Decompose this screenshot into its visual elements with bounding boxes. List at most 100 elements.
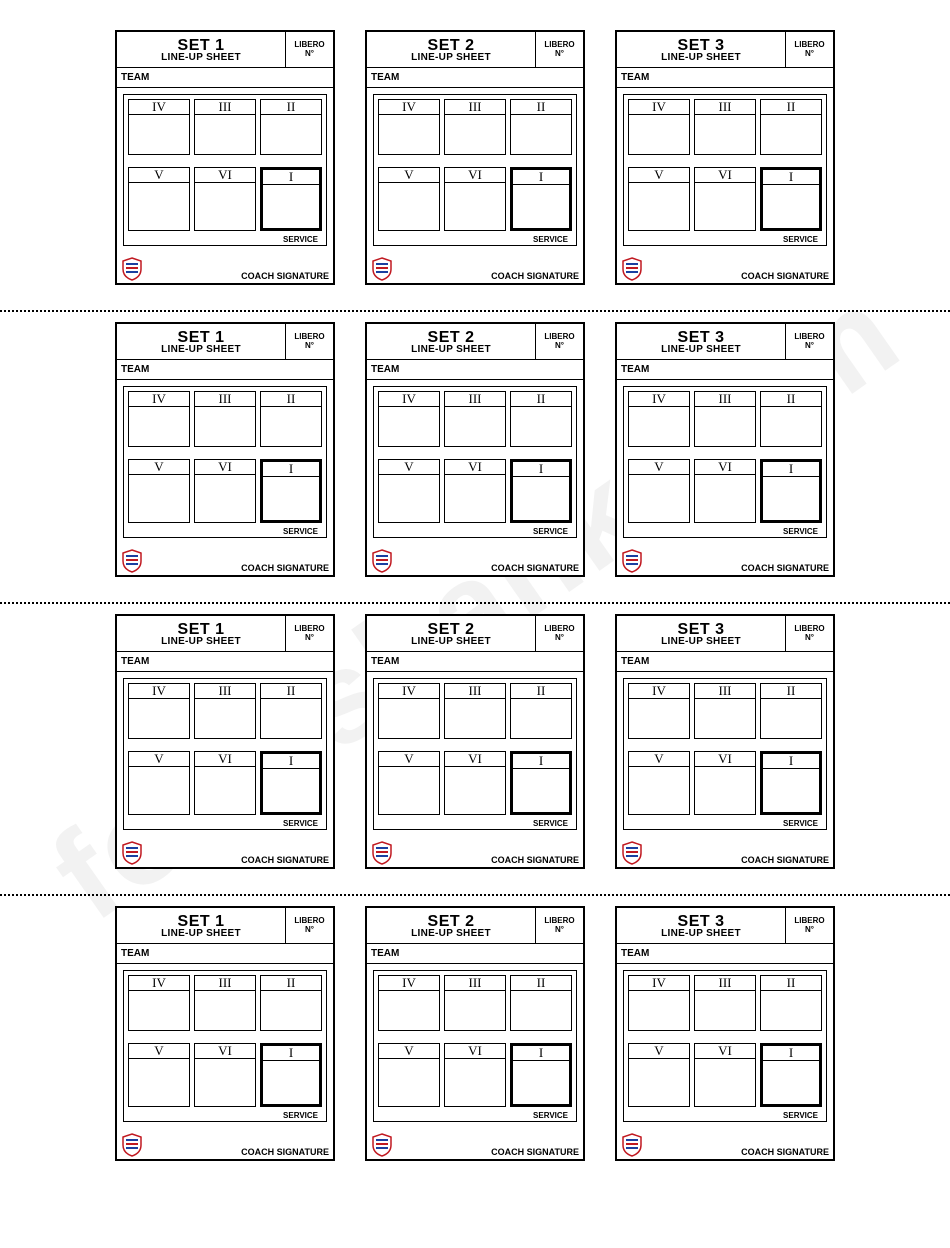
position-cell-ii: II <box>760 99 822 155</box>
libero-no-label: N° <box>805 634 814 643</box>
position-label: III <box>695 684 755 699</box>
aau-logo-icon <box>621 257 643 281</box>
position-label: IV <box>129 392 189 407</box>
position-label: V <box>379 460 439 475</box>
position-cell-ii: II <box>760 683 822 739</box>
title-block: SET 2LINE-UP SHEET <box>367 908 535 943</box>
position-cell-iv: IV <box>128 683 190 739</box>
position-label: II <box>261 684 321 699</box>
position-cell-iii: III <box>444 99 506 155</box>
lineup-card: SET 2 LINE-UP SHEET LIBERO N° TEAM IV II… <box>365 30 585 285</box>
title-block: SET 1LINE-UP SHEET <box>117 908 285 943</box>
position-cell-iv: IV <box>628 391 690 447</box>
team-row: TEAM <box>617 68 833 88</box>
position-cell-i-service: I <box>510 459 572 523</box>
position-label: V <box>129 460 189 475</box>
lineup-card: SET 1LINE-UP SHEETLIBERON° TEAM I VI IIIIV… <box>115 906 335 1161</box>
team-label: TEAM <box>121 948 149 959</box>
coach-signature-label: COACH SIGNATURE <box>741 563 829 573</box>
libero-no-label: N° <box>555 342 564 351</box>
position-cell-i-service: I <box>260 459 322 523</box>
card-footer: COACH SIGNATURE <box>617 255 833 283</box>
team-row: TEAM <box>367 360 583 380</box>
card-header: SET 3LINE-UP SHEETLIBERON° <box>617 908 833 944</box>
position-cell-ii: II <box>510 99 572 155</box>
libero-no-label: N° <box>805 342 814 351</box>
position-cell-iii: III <box>444 391 506 447</box>
position-label: IV <box>629 684 689 699</box>
position-label: IV <box>379 684 439 699</box>
aau-logo-icon <box>621 841 643 865</box>
position-cell-v: V <box>378 751 440 815</box>
position-cell-iv: IV <box>378 683 440 739</box>
position-cell-vi: VI <box>694 751 756 815</box>
position-label: VI <box>195 1044 255 1059</box>
team-row: TEAM <box>117 944 333 964</box>
position-label: III <box>195 392 255 407</box>
grid-area: IV III II V VI I SERVICE <box>367 88 583 255</box>
position-cell-v: V <box>378 167 440 231</box>
libero-block: LIBERON° <box>535 616 583 651</box>
libero-block: LIBERON° <box>535 324 583 359</box>
aau-logo-icon <box>371 549 393 573</box>
position-label: II <box>511 392 571 407</box>
subtitle: LINE-UP SHEET <box>161 929 241 939</box>
position-cell-iii: III <box>194 391 256 447</box>
subtitle: LINE-UP SHEET <box>661 53 741 63</box>
service-label: SERVICE <box>283 235 318 244</box>
position-cell-v: V <box>628 167 690 231</box>
subtitle: LINE-UP SHEET <box>411 637 491 647</box>
court-grid: IVIIIIIVVII <box>628 683 822 815</box>
aau-logo-icon <box>121 549 143 573</box>
libero-block: LIBERON° <box>285 616 333 651</box>
title-block: SET 2LINE-UP SHEET <box>367 324 535 359</box>
libero-no-label: N° <box>805 50 814 59</box>
team-label: TEAM <box>371 364 399 375</box>
position-cell-ii: II <box>260 683 322 739</box>
subtitle: LINE-UP SHEET <box>411 345 491 355</box>
position-label: I <box>763 754 819 769</box>
coach-signature-label: COACH SIGNATURE <box>241 563 329 573</box>
title-block: SET 1LINE-UP SHEET <box>117 324 285 359</box>
position-cell-vi: VI <box>444 751 506 815</box>
position-cell-iii: III <box>194 683 256 739</box>
position-label: III <box>445 100 505 115</box>
service-label: SERVICE <box>783 819 818 828</box>
card-row: SET 1LINE-UP SHEETLIBERON° TEAM IVIIIIIV… <box>0 312 950 602</box>
grid-area: IVIIIIIVVIISERVICE <box>367 672 583 839</box>
position-label: VI <box>695 752 755 767</box>
position-label: I <box>263 1046 319 1061</box>
title-block: SET 3 LINE-UP SHEET <box>617 32 785 67</box>
title-block: SET 1LINE-UP SHEET <box>117 616 285 651</box>
position-cell-iv: IV <box>128 391 190 447</box>
court-grid: IVIIIIIVVII <box>128 975 322 1107</box>
card-header: SET 3LINE-UP SHEETLIBERON° <box>617 324 833 360</box>
coach-signature-label: COACH SIGNATURE <box>241 855 329 865</box>
position-label: IV <box>379 976 439 991</box>
position-cell-iv: IV <box>378 99 440 155</box>
card-row: SET 1 LINE-UP SHEET LIBERO N° TEAM IV II… <box>0 20 950 310</box>
service-label: SERVICE <box>533 1111 568 1120</box>
court-grid: IV III II V VI I <box>378 99 572 231</box>
court-wrap: IV III II V VI I SERVICE <box>623 94 827 246</box>
position-cell-iii: III <box>194 975 256 1031</box>
card-header: SET 1LINE-UP SHEETLIBERON° <box>117 908 333 944</box>
court-grid: IV III II V VI I <box>128 99 322 231</box>
position-cell-iv: IV <box>128 975 190 1031</box>
grid-area: IVIIIIIVVIISERVICE <box>367 380 583 547</box>
card-footer: COACH SIGNATURE <box>117 839 333 867</box>
position-label: II <box>261 100 321 115</box>
position-label: I <box>513 754 569 769</box>
position-cell-vi: VI <box>444 459 506 523</box>
team-label: TEAM <box>621 948 649 959</box>
aau-logo-icon <box>371 1133 393 1157</box>
card-header: SET 1LINE-UP SHEETLIBERON° <box>117 616 333 652</box>
position-label: I <box>513 170 569 185</box>
position-cell-iii: III <box>194 99 256 155</box>
aau-logo-icon <box>621 1133 643 1157</box>
position-cell-v: V <box>378 459 440 523</box>
team-label: TEAM <box>121 72 149 83</box>
coach-signature-label: COACH SIGNATURE <box>491 563 579 573</box>
position-cell-ii: II <box>510 391 572 447</box>
grid-area: IVIIIIIVVIISERVICE <box>367 964 583 1131</box>
